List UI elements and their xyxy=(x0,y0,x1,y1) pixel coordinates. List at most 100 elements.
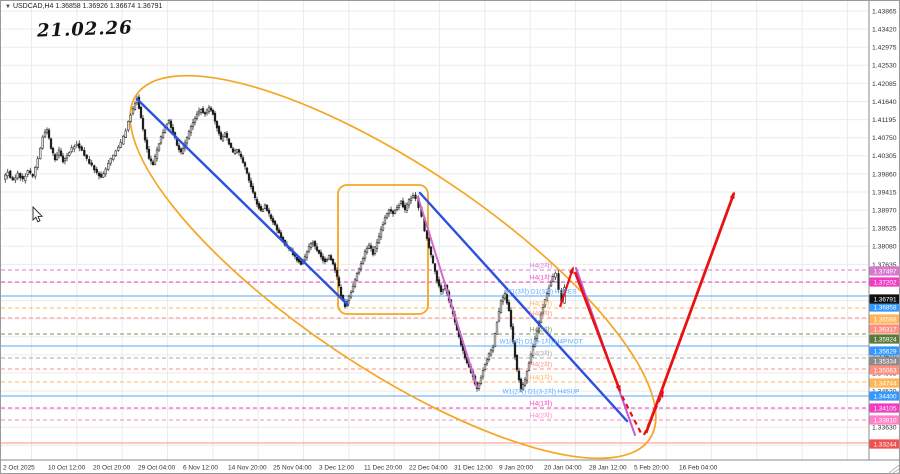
level-label: H4(1차) xyxy=(530,299,552,308)
price-plate xyxy=(869,403,899,413)
price-plate-value: 1.34400 xyxy=(873,393,897,400)
price-plate xyxy=(869,277,899,287)
time-tick: 29 Oct 04:00 xyxy=(138,465,176,472)
projection-arrows[interactable] xyxy=(558,191,736,436)
time-tick: 20 Jan 04:00 xyxy=(544,465,582,472)
price-plate xyxy=(869,324,899,334)
time-tick: 11 Dec 20:00 xyxy=(364,465,403,472)
price-plate xyxy=(869,302,899,312)
blue-trendline-1[interactable] xyxy=(135,97,350,307)
price-plate xyxy=(869,365,899,375)
trendlines[interactable] xyxy=(135,97,636,436)
time-tick: 20 Oct 20:00 xyxy=(93,465,131,472)
red-arrow-down[interactable] xyxy=(573,271,622,393)
violet-trendline-1[interactable] xyxy=(417,196,478,388)
level-label: H4(2차) xyxy=(530,309,552,318)
time-tick: 31 Dec 12:00 xyxy=(454,465,493,472)
red-arrow-small-up[interactable] xyxy=(558,266,575,308)
price-tick: 1.35410 xyxy=(872,352,897,359)
price-plate-value: 1.35629 xyxy=(873,348,897,355)
price-plate xyxy=(869,356,899,366)
price-plate xyxy=(869,334,899,344)
level-label: H4(1차) xyxy=(530,373,552,382)
price-plate-value: 1.36317 xyxy=(873,326,897,333)
price-tick: 1.43420 xyxy=(872,27,897,34)
price-plate xyxy=(869,415,899,425)
symbol-marker-icon: ▼ xyxy=(5,4,11,10)
price-plate xyxy=(869,391,899,401)
price-tick: 1.39860 xyxy=(872,171,897,178)
ellipse-annotation[interactable] xyxy=(80,11,706,474)
drawn-shapes[interactable] xyxy=(80,11,706,474)
price-plate xyxy=(869,378,899,388)
price-tick: 1.42530 xyxy=(872,63,897,70)
price-plate-value: 1.34744 xyxy=(873,380,897,387)
horizontal-levels[interactable] xyxy=(1,269,869,444)
price-tick: 1.41640 xyxy=(872,99,897,106)
price-plate-value: 1.34105 xyxy=(873,405,897,412)
price-plate xyxy=(869,314,899,324)
price-plate-value: 1.36588 xyxy=(873,316,897,323)
price-plate-value: 1.35924 xyxy=(873,336,897,343)
price-plate-value: 1.37202 xyxy=(873,279,897,286)
mouse-cursor xyxy=(32,205,44,223)
price-tick: 1.38525 xyxy=(872,226,897,233)
candlesticks xyxy=(4,94,566,393)
level-label: H4(3차) xyxy=(530,325,552,334)
level-label: H4(2차) xyxy=(530,261,552,270)
level-label: H4(1차) xyxy=(530,399,552,408)
level-label: W1(2차) D1(3-2차) H4SUP xyxy=(503,387,580,396)
price-plate-value: 1.35063 xyxy=(873,367,897,374)
price-tick: 1.41195 xyxy=(872,117,896,124)
time-tick: 14 Nov 20:00 xyxy=(228,465,267,472)
price-tick: 1.39415 xyxy=(872,189,897,196)
price-plate-value: 1.36858 xyxy=(873,304,897,311)
level-label: H4(2차) xyxy=(530,411,552,420)
chart-title: USDCAD,H4 1.36858 1.36926 1.36674 1.3679… xyxy=(12,3,163,10)
cursor-arrow-icon xyxy=(32,205,44,223)
level-label: H4(3차) xyxy=(530,349,552,358)
price-plate xyxy=(869,346,899,356)
time-tick: 6 Nov 12:00 xyxy=(183,465,218,472)
price-plate-value: 1.36791 xyxy=(873,296,897,303)
chart-title-bar: ▼ USDCAD,H4 1.36858 1.36926 1.36674 1.367… xyxy=(5,3,162,10)
price-tick: 1.42975 xyxy=(872,45,897,52)
rectangle-annotation[interactable] xyxy=(337,184,429,315)
price-tick: 1.33630 xyxy=(872,425,897,432)
price-tick: 1.40750 xyxy=(872,135,897,142)
price-tick: 1.43865 xyxy=(872,8,897,15)
time-tick: 5 Feb 20:00 xyxy=(634,465,669,472)
price-plate-value: 1.33244 xyxy=(873,441,897,448)
price-tick: 1.42085 xyxy=(872,81,897,88)
level-annotations: H4(2차)H4(1차)W1(3차) D1(3차) H4RESH4(1차)H4(… xyxy=(499,261,582,420)
time-tick: 25 Nov 04:00 xyxy=(273,465,312,472)
time-tick: 28 Jan 12:00 xyxy=(589,465,627,472)
blue-trendline-2[interactable] xyxy=(418,191,629,423)
red-arrow-big-up[interactable] xyxy=(644,191,736,434)
price-tick: 1.40305 xyxy=(872,153,897,160)
level-label: W1(4차) D1(3-1차) H4PIVOT xyxy=(499,337,582,346)
grid xyxy=(1,1,869,460)
price-plate-value: 1.37497 xyxy=(873,268,897,275)
price-tick: 1.37635 xyxy=(872,262,897,269)
time-tick: 16 Feb 04:00 xyxy=(679,465,718,472)
price-tick: 1.38080 xyxy=(872,244,897,251)
red-dashed-down[interactable] xyxy=(621,395,643,436)
time-tick: 22 Dec 04:00 xyxy=(409,465,448,472)
price-plate-value: 1.33810 xyxy=(873,417,897,424)
handwritten-date-note[interactable]: 21.02.26 xyxy=(36,17,134,42)
level-label: H4(2차) xyxy=(530,360,552,369)
time-tick: 2 Oct 2025 xyxy=(3,465,35,472)
resize-grip-icon[interactable] xyxy=(888,464,899,473)
price-plate-value: 1.35334 xyxy=(873,358,897,365)
price-plate xyxy=(869,266,899,276)
price-tick: 1.38970 xyxy=(872,208,897,215)
resize-grip-icon[interactable] xyxy=(892,468,899,473)
price-plate xyxy=(869,439,899,449)
time-tick: 10 Oct 12:00 xyxy=(48,465,86,472)
price-plate xyxy=(869,294,899,304)
time-tick: 9 Jan 20:00 xyxy=(499,465,533,472)
